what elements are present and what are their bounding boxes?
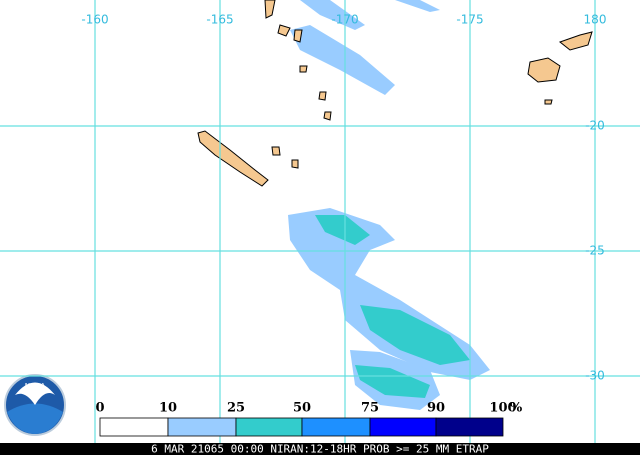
precip-areas	[288, 0, 490, 410]
longitude-label: -175	[456, 13, 483, 27]
caption: 6 MAR 21065 00:00 NIRAN:12-18HR PROB >= …	[151, 443, 489, 455]
legend: 0 10 25 50 75 90 100%	[95, 401, 523, 437]
legend-swatch	[435, 417, 504, 437]
legend-tick-label: 10	[159, 401, 177, 416]
noaa-logo: NOAA	[4, 374, 66, 436]
longitude-label: -165	[206, 13, 233, 27]
graticule: -160 -165 -170 -175 180 -20 -25 -30	[0, 0, 640, 443]
latitude-label: -25	[585, 244, 605, 258]
longitude-label: -170	[331, 13, 358, 27]
legend-swatch	[301, 417, 371, 437]
svg-text:NOAA: NOAA	[25, 382, 46, 390]
longitude-label: 180	[584, 13, 607, 27]
legend-swatch	[235, 417, 303, 437]
legend-swatch	[167, 417, 237, 437]
land	[197, 0, 593, 187]
legend-tick-label: 75	[361, 401, 379, 416]
legend-tick-label: 25	[227, 401, 245, 416]
legend-swatch	[369, 417, 437, 437]
legend-unit: %	[510, 401, 523, 416]
legend-swatch	[99, 417, 169, 437]
legend-tick-label: 100	[489, 401, 516, 416]
latitude-label: -20	[585, 119, 605, 133]
latitude-label: -30	[585, 369, 605, 383]
longitude-label: -160	[81, 13, 108, 27]
legend-tick-label: 90	[427, 401, 445, 416]
caption-bar	[0, 443, 640, 455]
legend-tick-label: 0	[95, 401, 104, 416]
legend-tick-label: 50	[293, 401, 311, 416]
